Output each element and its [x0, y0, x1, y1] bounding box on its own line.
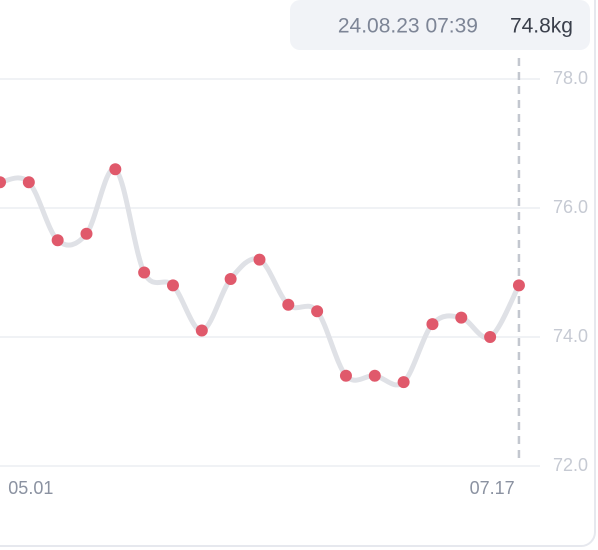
- point: [80, 227, 93, 240]
- point: [166, 279, 179, 292]
- point: [512, 279, 525, 292]
- point: [22, 176, 35, 189]
- point: [224, 272, 237, 285]
- point: [311, 305, 324, 318]
- x-tick-label: 07.17: [470, 478, 515, 498]
- tooltip-box: [290, 0, 590, 50]
- y-tick-label: 76.0: [553, 197, 588, 217]
- point: [426, 318, 439, 331]
- point: [51, 234, 64, 247]
- point: [109, 163, 122, 176]
- point: [0, 176, 6, 189]
- y-tick-label: 78.0: [553, 68, 588, 88]
- point: [368, 369, 381, 382]
- y-tick-label: 74.0: [553, 326, 588, 346]
- tooltip-date: 24.08.23 07:39: [338, 15, 478, 38]
- y-tick-label: 72.0: [553, 455, 588, 475]
- tooltip-value: 74.8kg: [510, 15, 573, 38]
- point: [455, 311, 468, 324]
- point: [397, 376, 410, 389]
- point: [339, 369, 352, 382]
- x-tick-label: 05.01: [8, 478, 53, 498]
- point: [138, 266, 151, 279]
- point: [484, 331, 497, 343]
- point: [195, 324, 208, 337]
- point: [282, 298, 295, 311]
- point: [253, 253, 266, 266]
